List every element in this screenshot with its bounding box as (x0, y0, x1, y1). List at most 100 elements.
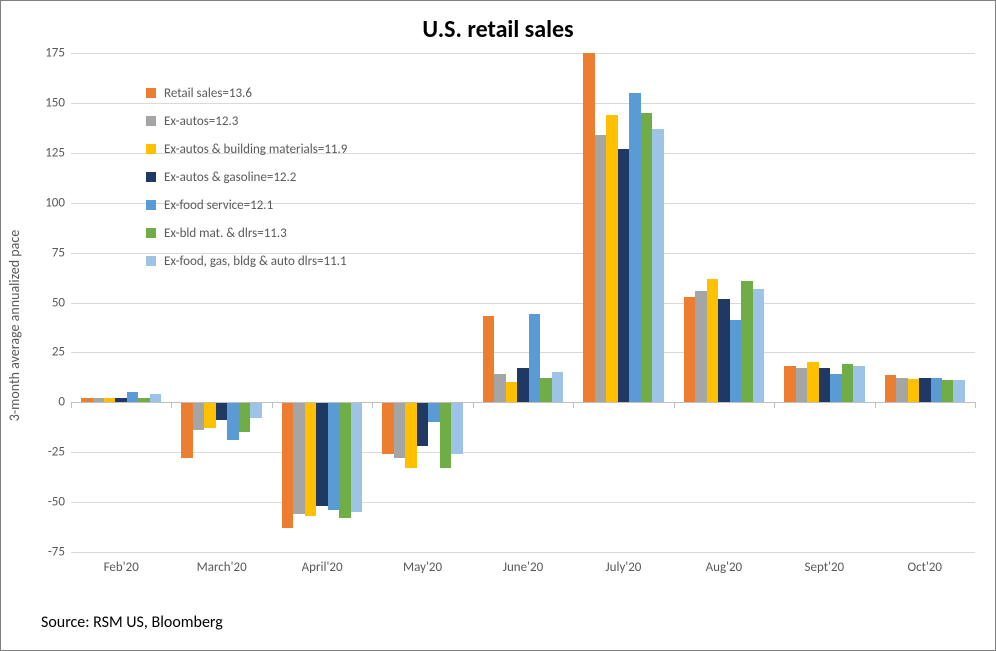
bar (127, 392, 138, 402)
bar-slot (819, 53, 830, 552)
bar-slot (483, 53, 494, 552)
bar-slot (93, 53, 104, 552)
gridline (71, 552, 975, 553)
bar (896, 378, 907, 403)
legend-label: Ex-autos & gasoline=12.2 (164, 170, 296, 185)
x-tick-label: Aug'20 (706, 552, 743, 575)
bar-slot (540, 53, 551, 552)
bar (595, 135, 606, 402)
bar (853, 366, 864, 402)
bar (405, 402, 416, 468)
bar-slot (506, 53, 517, 552)
y-axis-label-text: 3-month average annualized pace (7, 230, 24, 421)
bar-slot (896, 53, 907, 552)
bar-slot (115, 53, 126, 552)
legend-swatch (146, 116, 156, 126)
bar (216, 402, 227, 420)
y-axis-label: 3-month average annualized pace (3, 1, 27, 650)
category-group (674, 53, 774, 552)
bars-inner (583, 53, 663, 552)
bar-slot (552, 53, 563, 552)
bar (483, 316, 494, 402)
bar-slot (405, 53, 416, 552)
legend-label: Ex-autos=12.3 (164, 114, 238, 129)
legend-swatch (146, 256, 156, 266)
bar (908, 379, 919, 403)
y-tick-label: -25 (48, 445, 71, 460)
bar-slot (417, 53, 428, 552)
legend: Retail sales=13.6 Ex-autos=12.3 Ex-autos &… (146, 79, 347, 275)
bar (652, 129, 663, 402)
legend-item: Ex-autos=12.3 (146, 107, 347, 135)
legend-item: Ex-food, gas, bldg & auto dlrs=11.1 (146, 247, 347, 275)
bar-slot (351, 53, 362, 552)
bar (316, 402, 327, 506)
y-tick-label: 0 (58, 395, 71, 410)
bar-slot (583, 53, 594, 552)
bar-slot (807, 53, 818, 552)
x-tick-label: July'20 (605, 552, 641, 575)
bar (351, 402, 362, 512)
bar (339, 402, 350, 518)
legend-label: Ex-autos & building materials=11.9 (164, 142, 347, 157)
bar (819, 368, 830, 402)
legend-swatch (146, 172, 156, 182)
bar (193, 402, 204, 430)
y-tick-label: 75 (52, 245, 71, 260)
bar-slot (942, 53, 953, 552)
category-group (875, 53, 975, 552)
bar (741, 281, 752, 403)
bar (830, 374, 841, 402)
legend-item: Ex-food service=12.1 (146, 191, 347, 219)
bar (394, 402, 405, 458)
source-note: Source: RSM US, Bloomberg (41, 613, 223, 632)
bar (293, 402, 304, 514)
bar (506, 382, 517, 402)
legend-swatch (146, 88, 156, 98)
x-tick-label: Sept'20 (805, 552, 845, 575)
bar-slot (830, 53, 841, 552)
bar (239, 402, 250, 432)
bar (552, 372, 563, 402)
x-tick-label: May'20 (403, 552, 442, 575)
bar (953, 380, 964, 402)
bar (931, 378, 942, 402)
y-tick-label: 125 (45, 145, 71, 160)
x-axis-line (71, 402, 975, 403)
legend-swatch (146, 144, 156, 154)
bar (417, 402, 428, 446)
bar (885, 375, 896, 402)
bar-slot (641, 53, 652, 552)
y-tick-label: 150 (45, 95, 71, 110)
chart-frame: U.S. retail sales 3-month average annual… (0, 0, 996, 651)
bar (150, 394, 161, 402)
bar-slot (695, 53, 706, 552)
bar (227, 402, 238, 440)
bar (641, 113, 652, 402)
category-group (372, 53, 472, 552)
y-tick-label: -75 (48, 545, 71, 560)
legend-item: Retail sales=13.6 (146, 79, 347, 107)
bar (382, 402, 393, 454)
bar-slot (718, 53, 729, 552)
x-tick-mark (975, 402, 976, 408)
bar (250, 402, 261, 418)
bar-slot (127, 53, 138, 552)
bar-slot (517, 53, 528, 552)
legend-label: Retail sales=13.6 (164, 86, 252, 101)
bar-slot (595, 53, 606, 552)
bar-slot (741, 53, 752, 552)
bar (451, 402, 462, 454)
bar-slot (451, 53, 462, 552)
x-tick-label: June'20 (503, 552, 543, 575)
bar-slot (652, 53, 663, 552)
y-tick-label: 100 (45, 195, 71, 210)
x-tick-label: Feb'20 (104, 552, 139, 575)
bar (807, 362, 818, 402)
bar (842, 364, 853, 402)
legend-item: Ex-autos & building materials=11.9 (146, 135, 347, 163)
bar-slot (796, 53, 807, 552)
bar-slot (784, 53, 795, 552)
bar-slot (104, 53, 115, 552)
bar-slot (908, 53, 919, 552)
